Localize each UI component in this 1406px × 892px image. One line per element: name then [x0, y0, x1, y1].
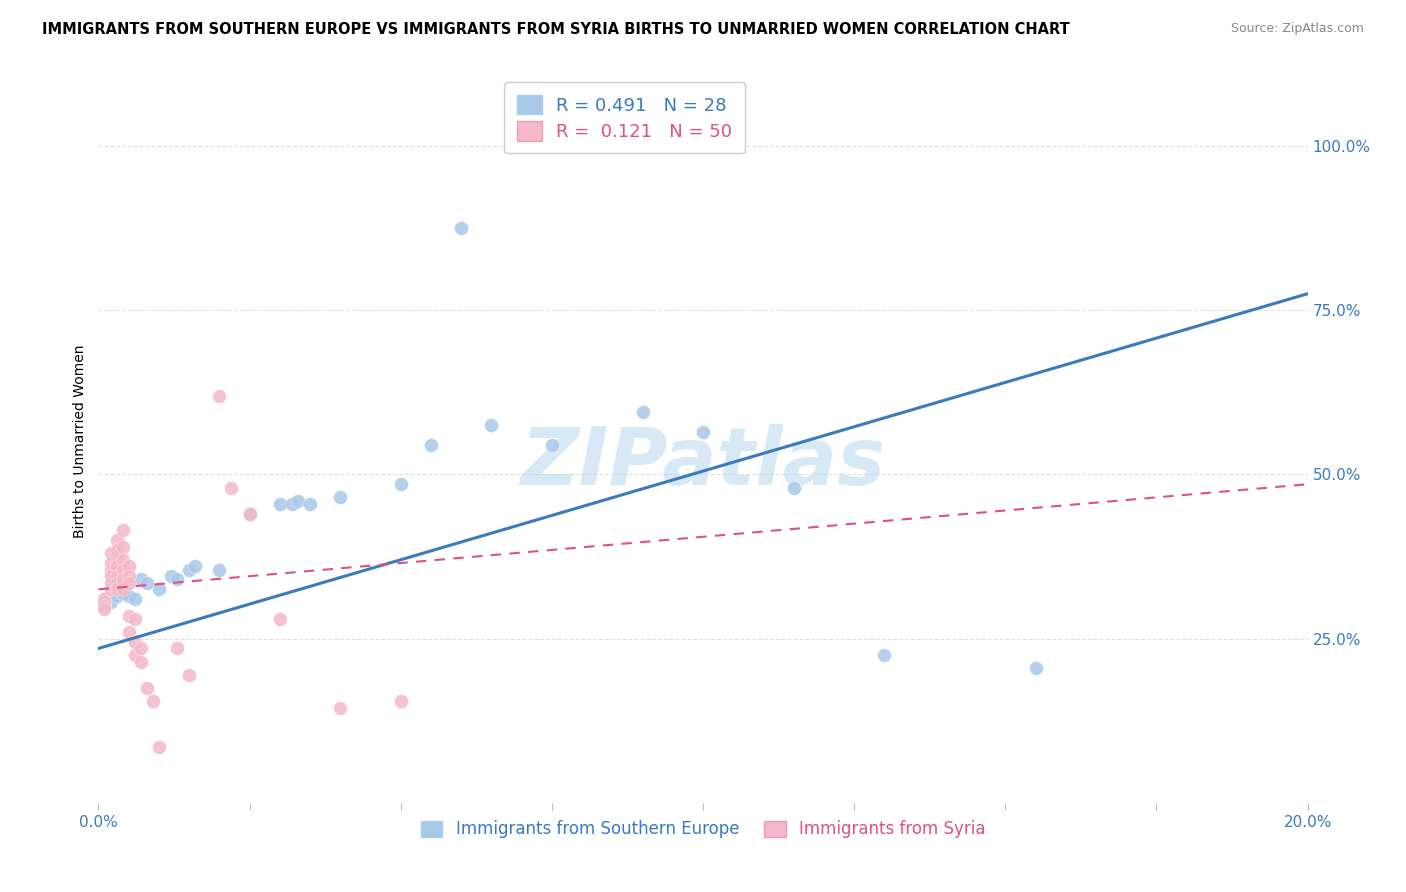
Point: [105, 542, 128, 557]
Point: [160, 569, 183, 583]
Y-axis label: Births to Unmarried Women: Births to Unmarried Women: [73, 345, 87, 538]
Point: [148, 582, 170, 597]
Text: ZIPatlas: ZIPatlas: [520, 425, 886, 502]
Point: [135, 575, 157, 590]
Point: [93, 599, 115, 613]
Point: [142, 694, 165, 708]
Point: [208, 388, 231, 402]
Point: [389, 477, 412, 491]
Point: [105, 533, 128, 547]
Point: [93, 592, 115, 607]
Point: [118, 559, 141, 574]
Point: [239, 507, 262, 521]
Point: [329, 700, 352, 714]
Point: [111, 582, 134, 597]
Point: [105, 575, 128, 590]
Point: [389, 694, 412, 708]
Point: [299, 497, 322, 511]
Point: [269, 497, 291, 511]
Point: [179, 563, 201, 577]
Point: [93, 592, 115, 607]
Point: [129, 655, 152, 669]
Legend: Immigrants from Southern Europe, Immigrants from Syria: Immigrants from Southern Europe, Immigra…: [413, 814, 993, 845]
Point: [129, 573, 152, 587]
Point: [93, 602, 115, 616]
Point: [124, 592, 146, 607]
Point: [329, 491, 352, 505]
Point: [873, 648, 896, 662]
Point: [105, 559, 128, 574]
Point: [166, 641, 188, 656]
Point: [100, 582, 122, 597]
Point: [420, 438, 443, 452]
Text: IMMIGRANTS FROM SOUTHERN EUROPE VS IMMIGRANTS FROM SYRIA BIRTHS TO UNMARRIED WOM: IMMIGRANTS FROM SOUTHERN EUROPE VS IMMIG…: [42, 22, 1070, 37]
Point: [239, 507, 262, 521]
Point: [631, 405, 654, 419]
Point: [111, 553, 134, 567]
Point: [100, 563, 122, 577]
Point: [148, 739, 170, 754]
Point: [124, 612, 146, 626]
Point: [166, 573, 188, 587]
Point: [692, 425, 714, 439]
Point: [111, 563, 134, 577]
Point: [100, 556, 122, 570]
Point: [118, 608, 141, 623]
Point: [135, 681, 157, 695]
Text: Source: ZipAtlas.com: Source: ZipAtlas.com: [1230, 22, 1364, 36]
Point: [105, 582, 128, 597]
Point: [1024, 661, 1046, 675]
Point: [118, 589, 141, 603]
Point: [602, 126, 624, 140]
Point: [124, 648, 146, 662]
Point: [281, 497, 304, 511]
Point: [100, 595, 122, 609]
Point: [129, 641, 152, 656]
Point: [118, 569, 141, 583]
Point: [100, 575, 122, 590]
Point: [105, 589, 128, 603]
Point: [111, 573, 134, 587]
Point: [269, 612, 291, 626]
Point: [105, 549, 128, 564]
Point: [124, 635, 146, 649]
Point: [111, 585, 134, 599]
Point: [450, 221, 472, 235]
Point: [481, 418, 503, 433]
Point: [540, 438, 562, 452]
Point: [221, 481, 243, 495]
Point: [184, 559, 207, 574]
Point: [111, 523, 134, 537]
Point: [105, 569, 128, 583]
Point: [118, 625, 141, 640]
Point: [100, 569, 122, 583]
Point: [179, 667, 201, 681]
Point: [287, 493, 309, 508]
Point: [93, 595, 115, 609]
Point: [118, 575, 141, 590]
Point: [100, 546, 122, 560]
Point: [783, 481, 806, 495]
Point: [111, 540, 134, 554]
Point: [208, 563, 231, 577]
